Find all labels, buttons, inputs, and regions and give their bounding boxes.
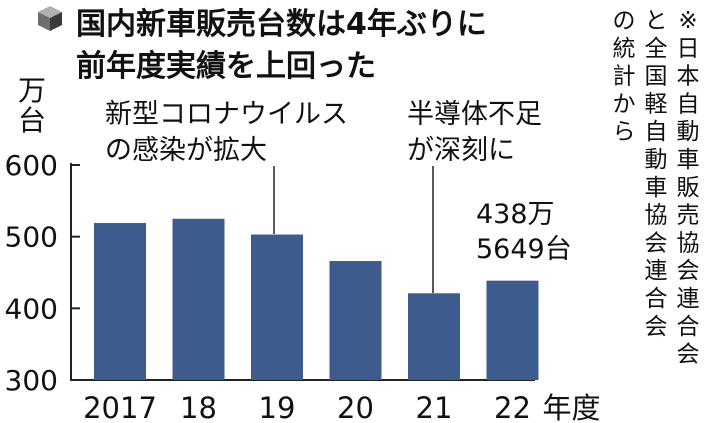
chip-annotation-line-1: 半導体不足 <box>407 99 542 130</box>
source-note-char: ら <box>613 119 636 145</box>
y-axis-unit-label: 万台 <box>18 74 46 137</box>
source-note-char: と <box>645 8 668 34</box>
source-note-char: 国 <box>645 64 668 90</box>
source-note-char: 車 <box>645 175 668 201</box>
source-note-char: 日 <box>677 36 700 62</box>
x-tick-label: 21 <box>416 391 453 423</box>
y-tick-label: 600 <box>5 149 58 182</box>
source-note-char: 車 <box>677 147 700 173</box>
source-note-char: 動 <box>677 119 700 145</box>
y-tick-label: 500 <box>5 221 58 254</box>
bar-18 <box>172 218 225 380</box>
source-note-char: 本 <box>677 64 700 90</box>
unit-char: 万 <box>18 74 46 107</box>
source-note-char: 協 <box>677 230 700 256</box>
bar-22 <box>486 280 539 380</box>
x-tick-label: 2017 <box>83 391 157 423</box>
source-note-char: 動 <box>645 147 668 173</box>
covid-annotation-line-2: の感染が拡大 <box>105 135 267 166</box>
source-note-char: ※ <box>678 8 697 34</box>
source-note-char: 全 <box>645 36 668 62</box>
source-note-char: 会 <box>645 230 668 256</box>
x-tick-label: 20 <box>337 391 374 423</box>
source-note-char: 軽 <box>645 91 668 117</box>
chart-title-line-2: 前年度実績を上回った <box>76 49 376 84</box>
x-tick-label: 18 <box>180 391 217 423</box>
source-note-char: か <box>613 91 636 117</box>
source-note-char: 協 <box>645 203 668 229</box>
x-axis-suffix: 年度 <box>543 391 601 423</box>
source-note-char: 会 <box>677 342 700 368</box>
source-note-char: 連 <box>677 286 700 312</box>
x-tick-label: 22 <box>494 391 531 423</box>
value-label-line-1: 438万 <box>476 199 555 230</box>
covid-annotation-line-1: 新型コロナウイルス <box>105 99 348 130</box>
y-tick-label: 400 <box>5 292 58 325</box>
source-note-char: 会 <box>677 258 700 284</box>
value-label-line-2: 5649台 <box>476 234 572 265</box>
y-tick-label: 300 <box>5 364 58 397</box>
bar-2017 <box>94 223 146 380</box>
source-note-char: 計 <box>613 64 636 90</box>
bar-19 <box>251 234 303 380</box>
source-note-char: 会 <box>645 314 668 340</box>
source-note-char: 自 <box>677 91 700 117</box>
chip-annotation-line-2: が深刻に <box>407 135 515 166</box>
source-note-char: 自 <box>645 119 668 145</box>
bar-20 <box>329 261 382 380</box>
x-tick-label: 19 <box>259 391 296 423</box>
source-note-char: 統 <box>613 36 636 62</box>
source-note-char: 販 <box>677 175 700 201</box>
source-note-char: 売 <box>677 203 700 229</box>
source-note-char: 連 <box>645 258 668 284</box>
cube-icon <box>38 6 62 31</box>
bar-21 <box>408 293 460 380</box>
source-note-char: 合 <box>645 286 668 312</box>
chart-title-line-1: 国内新車販売台数は4年ぶりに <box>76 7 487 42</box>
source-note-char: の <box>613 8 636 34</box>
source-note-char: 合 <box>677 314 700 340</box>
unit-char: 台 <box>18 104 46 137</box>
